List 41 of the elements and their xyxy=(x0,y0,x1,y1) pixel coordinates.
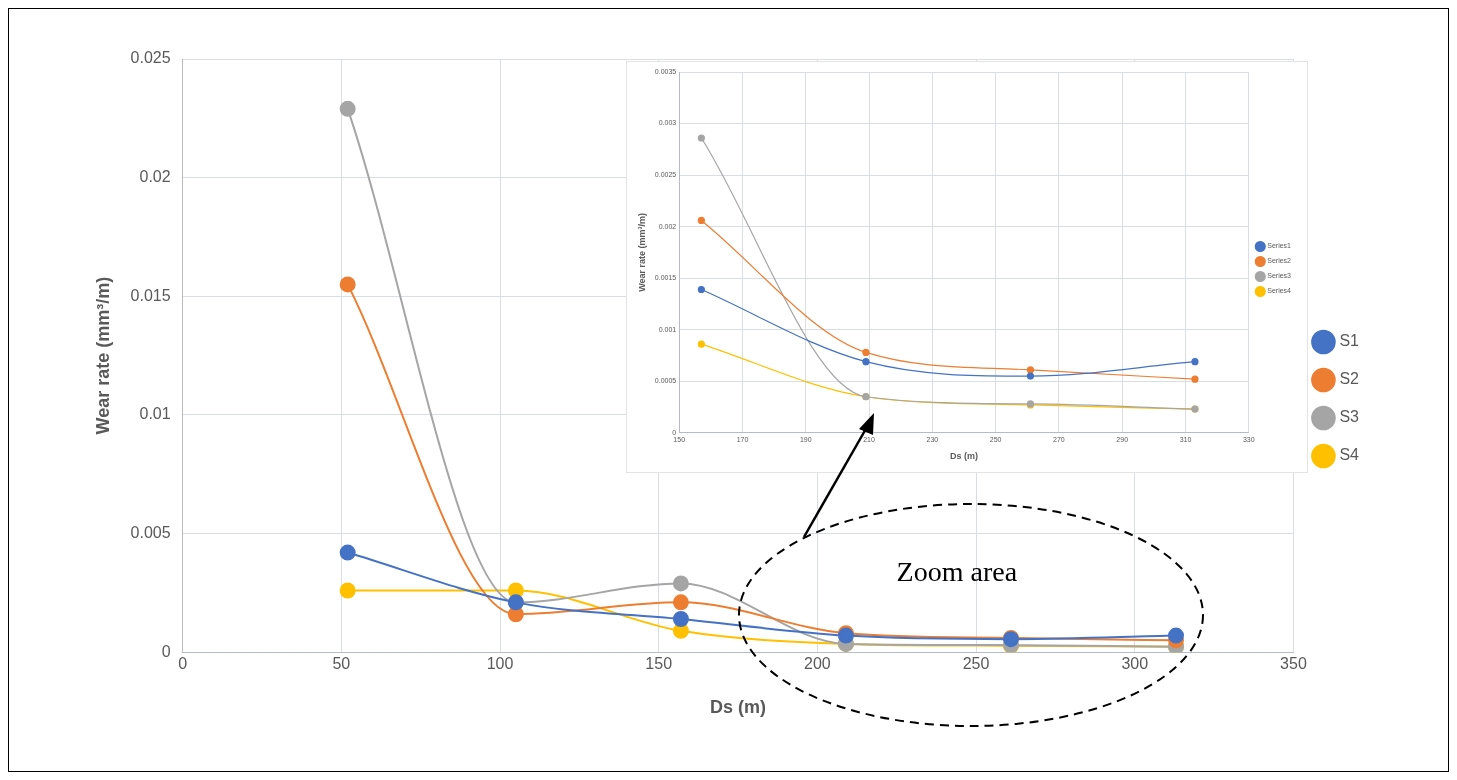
point xyxy=(1026,366,1035,374)
point xyxy=(339,100,356,117)
legend-label: S2 xyxy=(1339,370,1360,388)
point xyxy=(862,348,870,356)
point xyxy=(672,610,689,627)
point xyxy=(1168,627,1184,644)
y-axis-title: Wear rate (mm³/m) xyxy=(636,212,647,292)
x-tick-label: 200 xyxy=(804,655,831,673)
point xyxy=(697,340,705,348)
point xyxy=(672,594,689,611)
x-axis-title: Ds (m) xyxy=(710,697,767,718)
annotation: Zoom area xyxy=(896,556,1018,588)
y-tick-label: 0.02 xyxy=(139,168,171,186)
point xyxy=(1191,375,1199,383)
point xyxy=(1026,372,1035,380)
point xyxy=(862,358,870,366)
x-tick-label: 300 xyxy=(1121,655,1149,673)
point xyxy=(339,544,356,561)
x-tick-label: 0 xyxy=(178,655,188,673)
legend-label: S3 xyxy=(1339,408,1360,426)
x-tick-label: 50 xyxy=(332,655,351,673)
x-tick-label: 250 xyxy=(962,655,990,673)
point xyxy=(1191,358,1199,366)
point xyxy=(697,285,705,294)
y-axis-title: Wear rate (mm³/m) xyxy=(92,276,113,435)
x-tick-label: 150 xyxy=(645,655,673,673)
y-tick-label: 0.01 xyxy=(139,405,171,423)
point xyxy=(672,575,689,592)
x-tick-label: 350 xyxy=(1280,655,1307,673)
point xyxy=(339,276,356,293)
x-axis-title: Ds (m) xyxy=(949,451,978,462)
point xyxy=(697,134,705,142)
x-tick-label: 100 xyxy=(486,655,514,673)
legend-label: S1 xyxy=(1339,332,1360,350)
point xyxy=(339,582,356,599)
legend-label: S4 xyxy=(1339,446,1360,464)
point xyxy=(697,216,705,225)
y-tick-label: 0.005 xyxy=(130,523,171,541)
y-tick-label: 0.015 xyxy=(130,286,171,304)
y-tick-label: 0.025 xyxy=(130,49,171,67)
y-tick-label: 0 xyxy=(161,642,171,660)
